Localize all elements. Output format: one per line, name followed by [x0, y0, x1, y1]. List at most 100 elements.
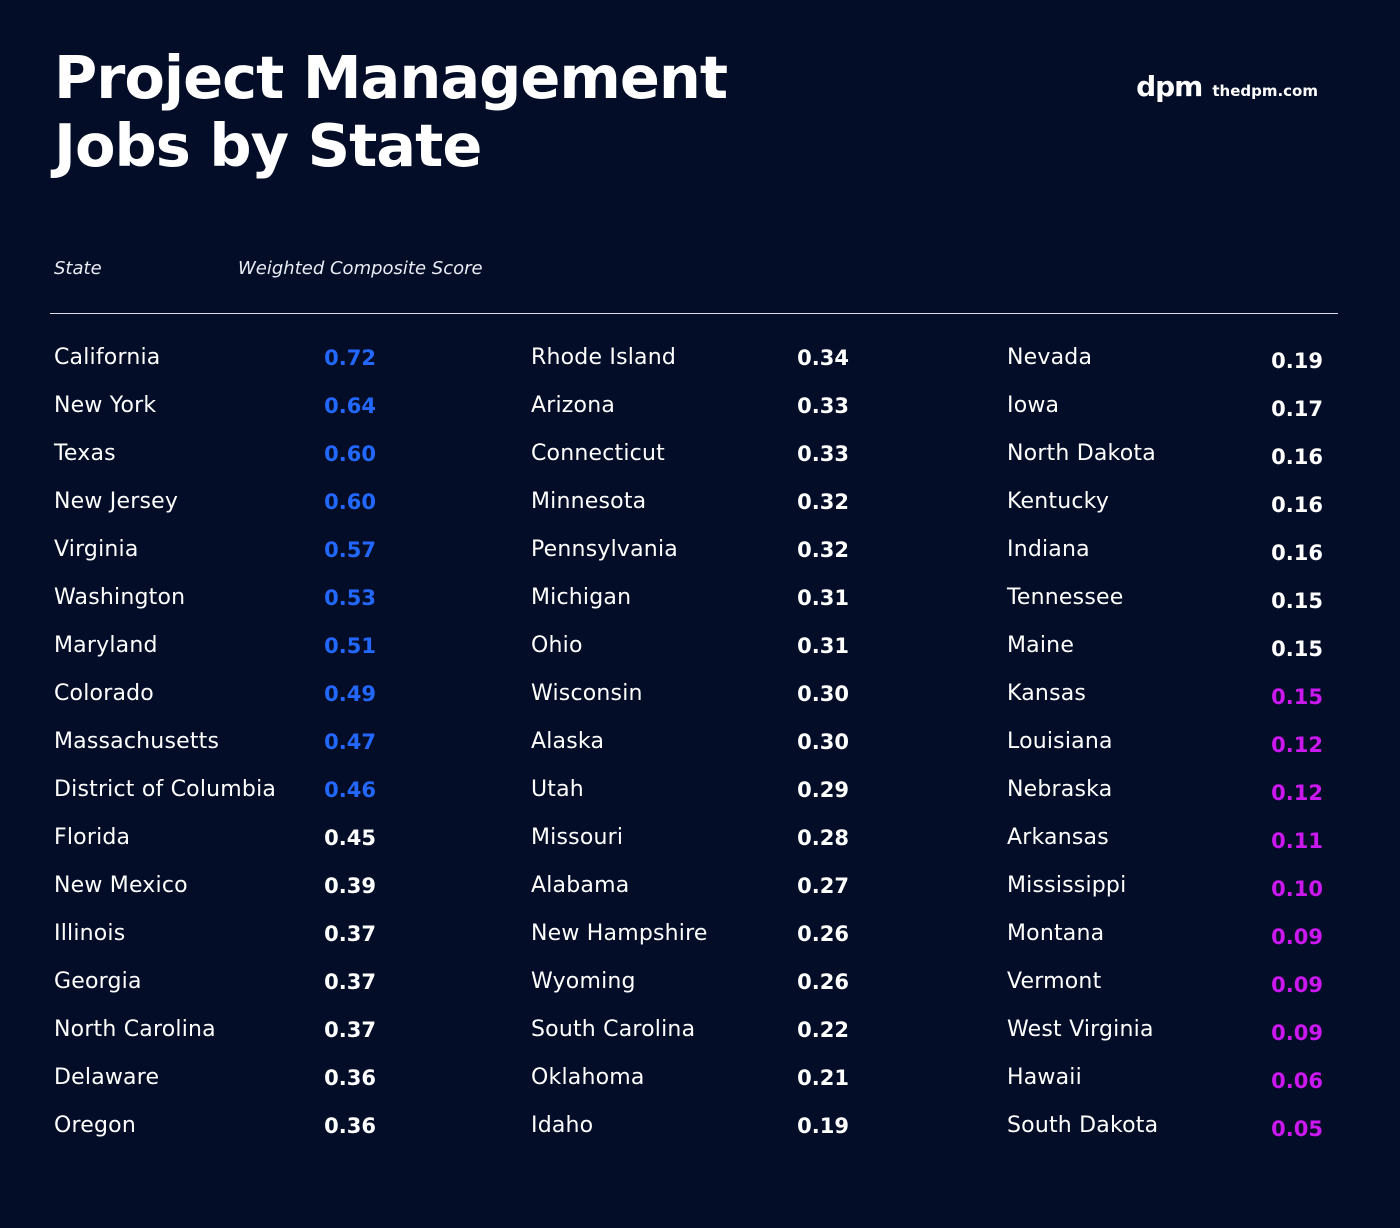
state-name: Montana — [1007, 921, 1105, 946]
table-row: Minnesota 0.32 — [531, 478, 849, 526]
state-name: Alabama — [531, 873, 630, 898]
score-value: 0.30 — [797, 682, 849, 706]
table-row: Indiana 0.16 — [1007, 526, 1323, 574]
table-row: Georgia 0.37 — [54, 958, 376, 1006]
state-name: District of Columbia — [54, 777, 277, 802]
state-name: California — [54, 345, 161, 370]
score-value: 0.33 — [797, 442, 849, 466]
state-name: Alaska — [531, 729, 605, 754]
state-name: Nevada — [1007, 345, 1093, 370]
table-row: West Virginia 0.09 — [1007, 1006, 1323, 1054]
state-name: Pennsylvania — [531, 537, 678, 562]
state-name: Oregon — [54, 1113, 136, 1138]
brand: dpm thedpm.com — [1136, 70, 1318, 103]
table-row: Connecticut 0.33 — [531, 430, 849, 478]
state-name: Utah — [531, 777, 584, 802]
page-title: Project Management Jobs by State — [54, 44, 814, 180]
table-row: California 0.72 — [54, 334, 376, 382]
score-value: 0.17 — [1271, 397, 1323, 421]
table-row: Michigan 0.31 — [531, 574, 849, 622]
state-name: Massachusetts — [54, 729, 220, 754]
state-name: Indiana — [1007, 537, 1090, 562]
score-value: 0.09 — [1271, 1021, 1323, 1045]
table-row: Arkansas 0.11 — [1007, 814, 1323, 862]
score-value: 0.47 — [324, 730, 376, 754]
state-name: West Virginia — [1007, 1017, 1154, 1042]
state-name: Idaho — [531, 1113, 594, 1138]
state-name: Washington — [54, 585, 186, 610]
score-value: 0.36 — [324, 1066, 376, 1090]
score-value: 0.64 — [324, 394, 376, 418]
score-value: 0.31 — [797, 586, 849, 610]
table-row: Washington 0.53 — [54, 574, 376, 622]
state-name: Nebraska — [1007, 777, 1113, 802]
score-value: 0.29 — [797, 778, 849, 802]
table-row: Wyoming 0.26 — [531, 958, 849, 1006]
score-value: 0.60 — [324, 490, 376, 514]
score-value: 0.31 — [797, 634, 849, 658]
table-row: Rhode Island 0.34 — [531, 334, 849, 382]
state-name: Maine — [1007, 633, 1075, 658]
table-row: Kansas 0.15 — [1007, 670, 1323, 718]
state-name: Rhode Island — [531, 345, 677, 370]
table-row: Wisconsin 0.30 — [531, 670, 849, 718]
state-name: Oklahoma — [531, 1065, 645, 1090]
score-value: 0.36 — [324, 1114, 376, 1138]
score-value: 0.57 — [324, 538, 376, 562]
table-row: Tennessee 0.15 — [1007, 574, 1323, 622]
table-row: Nevada 0.19 — [1007, 334, 1323, 382]
score-value: 0.37 — [324, 1018, 376, 1042]
state-name: South Carolina — [531, 1017, 696, 1042]
state-name: New York — [54, 393, 157, 418]
state-name: New Hampshire — [531, 921, 708, 946]
table-row: Ohio 0.31 — [531, 622, 849, 670]
state-name: Missouri — [531, 825, 624, 850]
state-name: Illinois — [54, 921, 126, 946]
table-row: New Hampshire 0.26 — [531, 910, 849, 958]
score-value: 0.15 — [1271, 637, 1323, 661]
score-value: 0.09 — [1271, 973, 1323, 997]
state-name: Colorado — [54, 681, 154, 706]
state-name: Louisiana — [1007, 729, 1113, 754]
state-name: New Jersey — [54, 489, 179, 514]
score-value: 0.15 — [1271, 685, 1323, 709]
score-value: 0.11 — [1271, 829, 1323, 853]
score-value: 0.22 — [797, 1018, 849, 1042]
state-name: Arizona — [531, 393, 616, 418]
score-value: 0.12 — [1271, 781, 1323, 805]
table-row: South Dakota 0.05 — [1007, 1102, 1323, 1150]
table-row: Florida 0.45 — [54, 814, 376, 862]
score-value: 0.37 — [324, 922, 376, 946]
score-value: 0.32 — [797, 538, 849, 562]
table-row: Arizona 0.33 — [531, 382, 849, 430]
score-value: 0.28 — [797, 826, 849, 850]
state-name: Connecticut — [531, 441, 665, 466]
dpm-logo: dpm — [1136, 70, 1203, 103]
score-column-header: Weighted Composite Score — [238, 258, 483, 279]
table-row: Utah 0.29 — [531, 766, 849, 814]
table-row: Maryland 0.51 — [54, 622, 376, 670]
title-line-1: Project Management — [54, 43, 728, 112]
state-name: Tennessee — [1007, 585, 1124, 610]
header-divider — [50, 313, 1338, 314]
score-value: 0.45 — [324, 826, 376, 850]
state-name: North Dakota — [1007, 441, 1156, 466]
score-value: 0.33 — [797, 394, 849, 418]
state-name: Virginia — [54, 537, 139, 562]
state-name: Wyoming — [531, 969, 636, 994]
state-name: Mississippi — [1007, 873, 1127, 898]
state-name: Georgia — [54, 969, 142, 994]
score-value: 0.72 — [324, 346, 376, 370]
title-line-2: Jobs by State — [54, 111, 482, 180]
score-value: 0.34 — [797, 346, 849, 370]
score-value: 0.06 — [1271, 1069, 1323, 1093]
table-row: Louisiana 0.12 — [1007, 718, 1323, 766]
state-name: Ohio — [531, 633, 583, 658]
score-value: 0.32 — [797, 490, 849, 514]
state-name: Vermont — [1007, 969, 1102, 994]
brand-site: thedpm.com — [1212, 82, 1318, 100]
table-row: Hawaii 0.06 — [1007, 1054, 1323, 1102]
table-row: Virginia 0.57 — [54, 526, 376, 574]
score-value: 0.05 — [1271, 1117, 1323, 1141]
table-row: Colorado 0.49 — [54, 670, 376, 718]
